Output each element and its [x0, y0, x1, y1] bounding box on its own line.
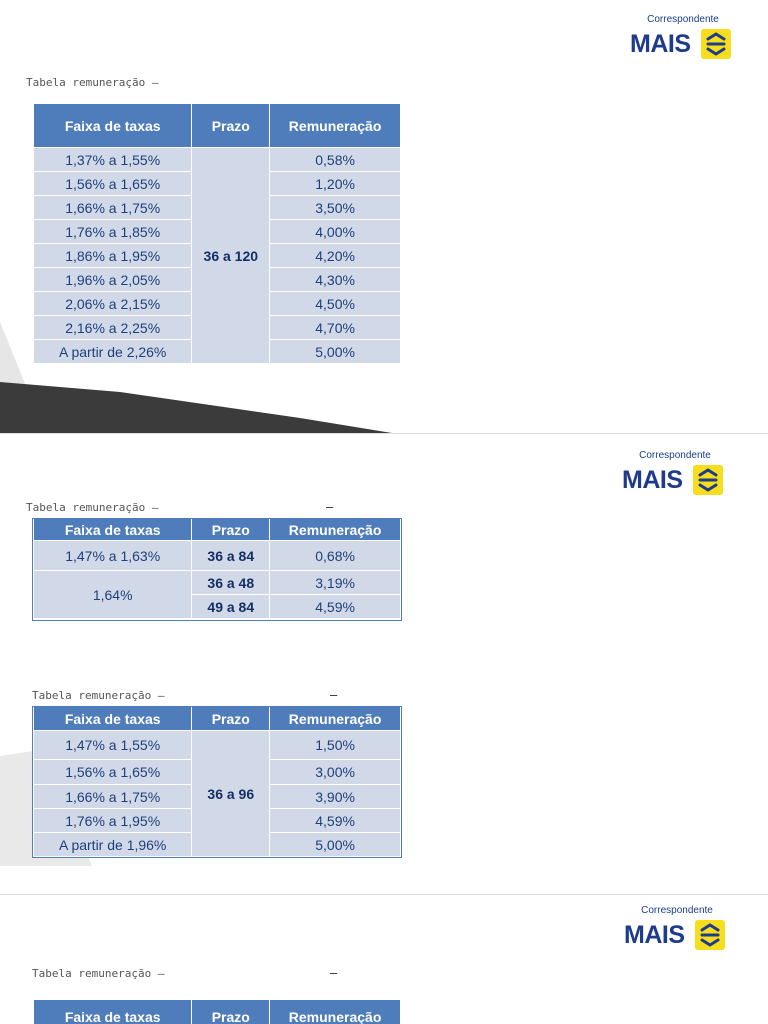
remuneracao-cell: 4,30%: [269, 267, 401, 292]
remuneracao-cell: 0,68%: [269, 540, 401, 571]
table-row: A partir de 1,96% 5,00%: [32, 832, 401, 857]
faixa-cell: 1,66% a 1,75%: [32, 784, 193, 809]
table-row: 1,47% a 1,55% 36 a 96 1,50%: [32, 730, 401, 857]
header-faixa: Faixa de taxas: [32, 518, 193, 541]
brand-subtitle: Correspondente: [647, 14, 719, 25]
remuneracao-cell: 3,90%: [269, 784, 401, 809]
table-row: 49 a 84 4,59%: [34, 594, 401, 619]
header-prazo: Prazo: [191, 999, 271, 1024]
faixa-cell: 1,86% a 1,95%: [32, 243, 193, 268]
brand-logo: Correspondente MAIS: [620, 450, 730, 500]
faixa-cell: 2,06% a 2,15%: [32, 291, 193, 316]
remuneracao-cell: 3,19%: [269, 570, 401, 595]
header-remuneracao: Remuneração: [269, 999, 401, 1024]
header-remuneracao: Remuneração: [269, 103, 401, 148]
faixa-cell: 1,76% a 1,95%: [32, 808, 193, 833]
remuneracao-cell: 3,00%: [269, 759, 401, 785]
table-caption: Tabela remuneração –: [26, 76, 159, 89]
header-prazo: Prazo: [191, 103, 271, 148]
remuneracao-cell: 3,50%: [269, 195, 401, 220]
table-row: 1,47% a 1,63% 36 a 84 0,68%: [32, 540, 401, 571]
remuneracao-cell: 5,00%: [269, 832, 401, 857]
bank-emblem-icon: [701, 29, 731, 59]
faixa-cell: A partir de 1,96%: [32, 832, 193, 857]
header-faixa: Faixa de taxas: [32, 103, 193, 148]
brand-subtitle: Correspondente: [639, 450, 711, 461]
decorative-shape: [0, 322, 392, 433]
remuneracao-cell: 5,00%: [269, 339, 401, 364]
remuneration-table-3: Faixa de taxas Prazo Remuneração 1,47% a…: [32, 706, 401, 857]
brand-name: MAIS: [630, 30, 691, 58]
slide-1: Correspondente MAIS Tabela remuneração –…: [0, 0, 768, 433]
remuneracao-cell: 4,20%: [269, 243, 401, 268]
table-row: 1,76% a 1,95% 4,59%: [32, 808, 401, 833]
table-row: 2,06% a 2,15% 4,50%: [32, 291, 401, 316]
table-row: 1,86% a 1,95% 4,20%: [32, 243, 401, 268]
brand-logo: Correspondente MAIS: [622, 905, 732, 955]
header-prazo: Prazo: [191, 706, 271, 731]
table-row: 1,56% a 1,65% 3,00%: [32, 759, 401, 785]
header-remuneracao: Remuneração: [269, 706, 401, 731]
remuneracao-cell: 4,59%: [269, 594, 401, 619]
remuneration-table-2: Faixa de taxas Prazo Remuneração 1,47% a…: [32, 518, 401, 619]
bank-emblem-icon: [695, 920, 725, 950]
faixa-cell: 1,64%: [32, 570, 193, 619]
table-row: A partir de 2,26% 5,00%: [32, 339, 401, 364]
faixa-cell: A partir de 2,26%: [32, 339, 193, 364]
remuneracao-cell: 4,70%: [269, 315, 401, 340]
faixa-cell: 1,37% a 1,55%: [32, 147, 193, 172]
caption-dash: –: [326, 500, 334, 514]
brand-subtitle: Correspondente: [641, 905, 713, 916]
prazo-cell: 36 a 84: [191, 540, 271, 571]
prazo-cell: 36 a 96: [191, 730, 271, 857]
slide-2: Correspondente MAIS Tabela remuneração –…: [0, 434, 768, 894]
brand-logo: Correspondente MAIS: [628, 14, 738, 64]
caption-dash: –: [330, 688, 338, 702]
prazo-cell: 36 a 48: [191, 570, 271, 595]
faixa-cell: 1,56% a 1,65%: [32, 759, 193, 785]
slide-divider: [0, 894, 768, 895]
faixa-cell: 1,47% a 1,63%: [32, 540, 193, 571]
remuneracao-cell: 4,59%: [269, 808, 401, 833]
faixa-cell: 1,96% a 2,05%: [32, 267, 193, 292]
table-row: 1,76% a 1,85% 4,00%: [32, 219, 401, 244]
faixa-cell: 1,76% a 1,85%: [32, 219, 193, 244]
faixa-cell: 1,56% a 1,65%: [32, 171, 193, 196]
remuneration-table-4: Faixa de taxas Prazo Remuneração: [32, 999, 401, 1024]
table-caption: Tabela remuneração –: [32, 689, 165, 702]
slide-divider: [0, 433, 768, 434]
table-caption: Tabela remuneração –: [26, 501, 159, 514]
brand-name: MAIS: [624, 921, 685, 949]
header-faixa: Faixa de taxas: [32, 706, 193, 731]
brand-name: MAIS: [622, 466, 683, 494]
header-prazo: Prazo: [191, 518, 271, 541]
remuneracao-cell: 4,50%: [269, 291, 401, 316]
table-caption: Tabela remuneração –: [32, 967, 165, 980]
bank-emblem-icon: [693, 465, 723, 495]
prazo-cell: 49 a 84: [191, 594, 271, 619]
remuneracao-cell: 1,50%: [269, 730, 401, 760]
header-faixa: Faixa de taxas: [32, 999, 193, 1024]
remuneracao-cell: 4,00%: [269, 219, 401, 244]
header-remuneracao: Remuneração: [269, 518, 401, 541]
table-row: 1,66% a 1,75% 3,90%: [32, 784, 401, 809]
table-row: 1,56% a 1,65% 1,20%: [32, 171, 401, 196]
faixa-cell: 1,66% a 1,75%: [32, 195, 193, 220]
faixa-cell: 1,47% a 1,55%: [32, 730, 193, 760]
remuneration-table-1: Faixa de taxas Prazo Remuneração 1,37% a…: [32, 103, 401, 364]
caption-dash: –: [330, 966, 338, 980]
remuneracao-cell: 0,58%: [269, 147, 401, 172]
slide-3: Correspondente MAIS Tabela remuneração –…: [0, 895, 768, 1024]
remuneracao-cell: 1,20%: [269, 171, 401, 196]
prazo-cell: 36 a 120: [191, 147, 271, 364]
table-row: 1,37% a 1,55% 36 a 120 0,58%: [32, 147, 401, 364]
table-row: 1,64% 36 a 48 3,19%: [32, 570, 401, 619]
faixa-cell: 2,16% a 2,25%: [32, 315, 193, 340]
